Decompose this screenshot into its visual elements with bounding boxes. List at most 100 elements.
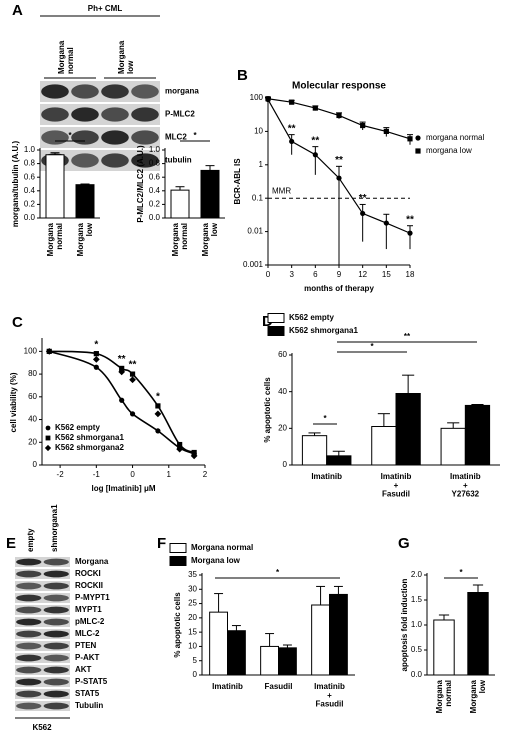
y-tick-label: 1 bbox=[259, 160, 264, 169]
blot-strip bbox=[40, 81, 160, 102]
blot-strip bbox=[15, 605, 70, 615]
bar bbox=[440, 427, 466, 466]
x-tick-label: 0 bbox=[130, 470, 135, 479]
point bbox=[360, 210, 366, 217]
y-tick-label: 0.5 bbox=[411, 645, 423, 654]
significance-label: * bbox=[94, 339, 98, 350]
point bbox=[155, 428, 161, 434]
blot-band bbox=[16, 594, 42, 602]
point bbox=[118, 368, 126, 376]
blot-row-label: PTEN bbox=[75, 641, 97, 650]
y-tick-label: 80 bbox=[28, 369, 37, 378]
significance-label: ** bbox=[118, 354, 126, 365]
blot-strip bbox=[15, 641, 70, 651]
blot-band bbox=[71, 84, 99, 99]
point bbox=[93, 351, 99, 357]
blot-strip bbox=[15, 677, 70, 687]
point bbox=[383, 220, 389, 226]
y-tick-label: 30 bbox=[188, 584, 197, 593]
blot-band bbox=[131, 130, 159, 145]
y-tick-label: 0.4 bbox=[149, 186, 161, 195]
blot-band bbox=[43, 666, 69, 674]
blot-band bbox=[43, 642, 69, 650]
significance-label: * bbox=[370, 342, 374, 351]
point bbox=[336, 175, 342, 181]
significance-label: ** bbox=[129, 360, 137, 371]
blot-lane-label: empty bbox=[26, 528, 35, 552]
y-tick-label: 0.001 bbox=[243, 260, 264, 269]
bar bbox=[227, 630, 246, 676]
blot-band bbox=[16, 702, 42, 710]
y-tick-label: 15 bbox=[188, 627, 197, 636]
bar bbox=[200, 169, 220, 219]
legend-label: morgana low bbox=[426, 146, 472, 155]
blot-band bbox=[43, 606, 69, 614]
bar bbox=[209, 611, 228, 676]
panel-letter: G bbox=[398, 535, 410, 552]
x-tick-label: Imatinib + Y27632 bbox=[450, 472, 481, 499]
y-tick-label: 20 bbox=[188, 613, 197, 622]
blot-band bbox=[101, 84, 129, 99]
blot-band bbox=[101, 153, 129, 168]
y-tick-label: 0.8 bbox=[149, 159, 161, 168]
blot-band bbox=[131, 153, 159, 168]
bar bbox=[371, 426, 397, 466]
x-tick-label: 6 bbox=[313, 270, 318, 279]
point bbox=[190, 452, 198, 460]
legend-label: Morgana low bbox=[191, 556, 241, 565]
point bbox=[360, 122, 366, 129]
x-tick-label: Morgananormal bbox=[435, 679, 453, 713]
y-tick-label: 0.0 bbox=[149, 213, 161, 222]
blot-band bbox=[16, 690, 42, 698]
x-tick-label: -1 bbox=[93, 470, 101, 479]
blot-band bbox=[41, 130, 69, 145]
y-tick-label: 35 bbox=[188, 570, 197, 579]
blot-strip bbox=[15, 665, 70, 675]
x-tick-label: Morganalow bbox=[469, 679, 487, 713]
panel-letter: E bbox=[6, 535, 16, 552]
panel-letter: F bbox=[157, 535, 166, 552]
y-axis-label: P-MLC2/MLC2 (A.U.) bbox=[136, 145, 145, 223]
point bbox=[129, 376, 136, 384]
bar bbox=[260, 645, 279, 676]
y-axis-label: BCR-ABL IS bbox=[233, 158, 242, 205]
bar bbox=[301, 435, 328, 466]
y-tick-label: 10 bbox=[188, 642, 197, 651]
point bbox=[129, 371, 136, 377]
blot-row-label: P-MYPT1 bbox=[75, 593, 110, 602]
blot-strip bbox=[15, 593, 70, 603]
legend-swatch bbox=[169, 556, 187, 566]
legend-label: K562 shmorgana2 bbox=[55, 443, 124, 452]
y-tick-label: 60 bbox=[28, 392, 37, 401]
y-tick-label: 0.2 bbox=[149, 200, 161, 209]
blot-band bbox=[41, 84, 69, 99]
y-tick-label: 60 bbox=[278, 350, 287, 359]
x-tick-label: 15 bbox=[382, 270, 391, 279]
blot-strip bbox=[15, 617, 70, 627]
y-tick-label: 2.0 bbox=[411, 570, 423, 579]
legend-label: K562 shmorgana1 bbox=[55, 433, 124, 442]
significance-label: * bbox=[156, 392, 160, 403]
blot-band bbox=[43, 630, 69, 638]
blot-strip bbox=[15, 653, 70, 663]
blot-band bbox=[16, 630, 42, 638]
legend-marker bbox=[415, 135, 421, 141]
y-tick-label: 0.0 bbox=[411, 670, 423, 679]
blot-row-label: AKT bbox=[75, 665, 92, 674]
point bbox=[312, 105, 318, 111]
point bbox=[289, 138, 295, 145]
blot-band bbox=[131, 84, 159, 99]
legend-label: Morgana normal bbox=[191, 543, 253, 552]
blot-band bbox=[16, 678, 42, 686]
point bbox=[155, 403, 161, 409]
blot-lane-label: Morgananormal bbox=[57, 40, 75, 74]
significance-label: ** bbox=[335, 155, 343, 166]
y-axis-label: apoptosis fold induction bbox=[400, 578, 409, 671]
point bbox=[119, 397, 125, 403]
point bbox=[191, 449, 197, 456]
significance-label: * bbox=[276, 568, 280, 577]
y-tick-label: 0.0 bbox=[24, 213, 36, 222]
blot-band bbox=[101, 107, 129, 122]
x-tick-label: Morganalow bbox=[76, 222, 94, 256]
point bbox=[265, 96, 271, 102]
